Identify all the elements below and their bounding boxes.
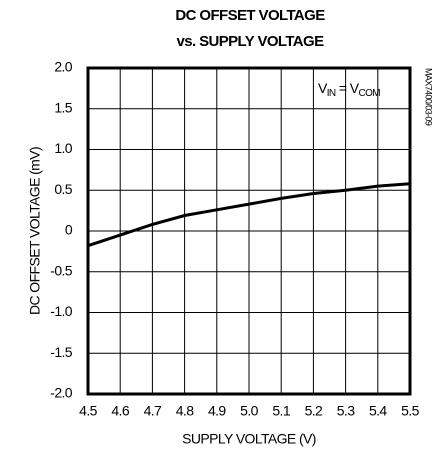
x-tick-label: 4.6	[111, 403, 129, 419]
y-tick-label: 0.5	[54, 181, 72, 197]
chart-title: DC OFFSET VOLTAGE	[175, 7, 325, 24]
x-tick-label: 5.5	[401, 403, 419, 419]
annotation-sub: IN	[327, 88, 336, 99]
y-tick-label: -1.5	[50, 344, 73, 360]
data-line	[87, 182, 411, 248]
y-tick-label: 1.5	[54, 99, 72, 115]
x-tick-label: 4.7	[144, 403, 162, 419]
y-tick-label: -2.0	[50, 385, 73, 401]
y-tick-label: 2.0	[54, 59, 72, 75]
y-tick-label: 1.0	[54, 140, 72, 156]
x-tick-label: 5.1	[272, 403, 290, 419]
chart-title: vs. SUPPLY VOLTAGE	[176, 33, 324, 50]
x-tick-label: 5.3	[337, 403, 355, 419]
annotation-sub: COM	[358, 88, 380, 99]
y-tick-label: 0	[65, 222, 73, 238]
x-axis-label: SUPPLY VOLTAGE (V)	[182, 431, 316, 447]
annotation-part: V	[318, 80, 328, 96]
y-axis-label: DC OFFSET VOLTAGE (mV)	[27, 147, 43, 315]
side-note: MAX7400/03-09	[424, 68, 434, 126]
x-tick-label: 4.8	[176, 403, 194, 419]
annotation-part: = V	[336, 80, 360, 96]
annotation: VIN = VCOM	[318, 80, 380, 99]
x-tick-label: 4.9	[208, 403, 226, 419]
y-tick-label: -0.5	[50, 262, 73, 278]
x-tick-label: 4.5	[79, 403, 97, 419]
x-tick-label: 5.0	[240, 403, 258, 419]
x-tick-label: 5.2	[305, 403, 323, 419]
x-tick-label: 5.4	[369, 403, 387, 419]
y-tick-label: -1.0	[50, 303, 73, 319]
plot-frame	[86, 66, 412, 396]
